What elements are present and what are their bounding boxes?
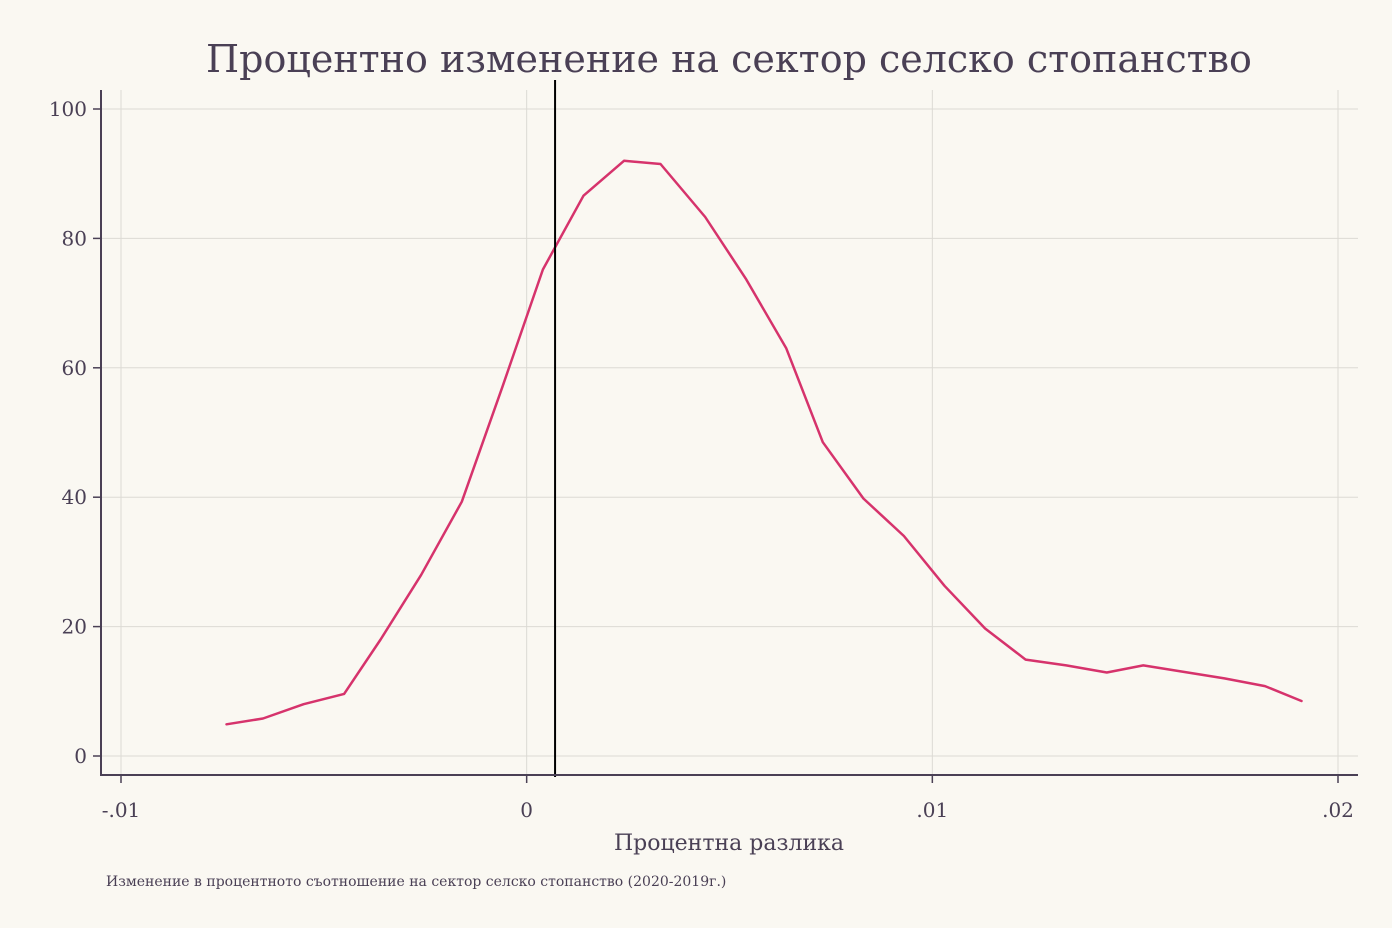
grid-lines xyxy=(101,90,1358,775)
y-tick-label: 20 xyxy=(62,615,87,639)
x-tick-label: .02 xyxy=(1322,798,1354,822)
series-group xyxy=(225,159,1303,726)
x-axis-title: Процентна разлика xyxy=(614,831,844,856)
y-tick-label: 40 xyxy=(62,485,87,509)
y-tick-label: 0 xyxy=(74,744,87,768)
y-tick-label: 60 xyxy=(62,356,87,380)
y-tick-label: 80 xyxy=(62,226,87,250)
x-tick-label: 0 xyxy=(520,798,533,822)
chart-note: Изменение в процентното съотношение на с… xyxy=(106,874,726,890)
chart-title: Процентно изменение на сектор селско сто… xyxy=(206,37,1252,81)
x-tick-label: -.01 xyxy=(102,798,141,822)
tick-labels-group: 0 20 40 60 80 100 -.01 0 .01 .02 xyxy=(49,97,1354,822)
x-tick-label: .01 xyxy=(916,798,948,822)
y-tick-label: 100 xyxy=(49,97,87,121)
axes-group xyxy=(93,90,1358,783)
density-line xyxy=(225,159,1303,726)
